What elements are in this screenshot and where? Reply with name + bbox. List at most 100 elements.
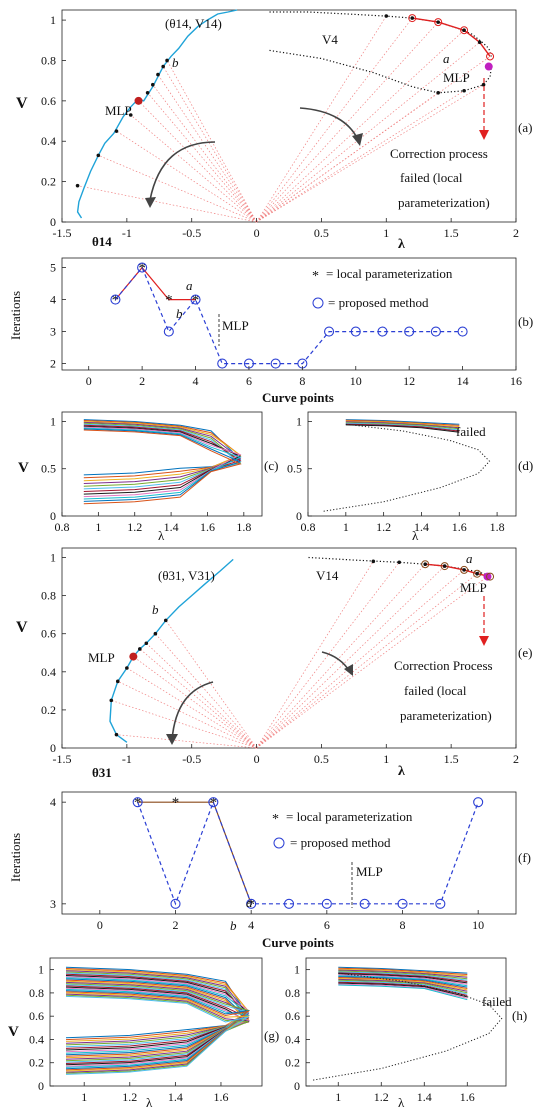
panel-e-correction-arrowhead xyxy=(479,636,489,646)
local-param-point xyxy=(440,562,449,571)
panel-a-mlp-left: MLP xyxy=(105,103,132,118)
ray-line xyxy=(157,74,257,223)
x-tick-label: 1 xyxy=(383,752,389,766)
panel-e-label: (e) xyxy=(518,645,532,660)
pv-curve-failed xyxy=(345,422,460,431)
iteration-star: * xyxy=(247,897,255,913)
pv-curve xyxy=(65,981,250,1060)
y-tick-label: 1 xyxy=(294,963,300,977)
panel-e-ticks: -1.5 -1 -0.5 0 0.5 1 1.5 2 0 0.2 0.4 0.6 0.8 1 xyxy=(41,551,519,766)
pv-curve xyxy=(65,991,251,1071)
ray-line xyxy=(116,734,257,749)
panel-g-frame xyxy=(49,957,263,1087)
curve-point xyxy=(462,88,466,93)
panel-f-xlabel: Curve points xyxy=(262,935,334,950)
iteration-point xyxy=(132,797,143,808)
y-tick-label: 0.6 xyxy=(41,94,56,108)
ray-line xyxy=(256,573,478,749)
iteration-point xyxy=(359,898,370,909)
panel-a-v4-label: V4 xyxy=(322,32,338,47)
panel-g-label: (g) xyxy=(264,1028,279,1043)
panel-e-ylabel: V xyxy=(16,619,28,636)
panel-d: 0.8 1 1.2 1.4 1.6 1.8 0 0.5 1 λ (d) failed xyxy=(287,411,533,543)
x-tick-label: 8 xyxy=(299,374,305,388)
panel-e-frame xyxy=(61,547,517,749)
pv-curve xyxy=(83,429,242,505)
panel-e-failed-line3: parameterization) xyxy=(400,708,492,723)
y-tick-label: 5 xyxy=(50,261,56,275)
curve-point xyxy=(477,40,482,45)
y-tick-label: 1 xyxy=(50,551,56,565)
y-tick-label: 0.8 xyxy=(41,53,56,67)
x-tick-label: 1.4 xyxy=(164,520,179,534)
iteration-point xyxy=(163,326,174,337)
pv-curve xyxy=(83,426,242,498)
iteration-point xyxy=(377,326,388,337)
panel-a-failed-line1: Correction process xyxy=(390,146,488,161)
curve-point xyxy=(138,647,142,651)
panel-d-xlabel: λ xyxy=(412,528,419,543)
panel-c-ylabel: V xyxy=(18,460,29,476)
mlp-marker-right xyxy=(483,572,492,581)
curve-point xyxy=(462,28,466,32)
iteration-point xyxy=(208,797,219,808)
y-tick-label: 0.4 xyxy=(41,665,56,679)
curve-point xyxy=(115,679,120,684)
x-tick-label: -1.5 xyxy=(53,226,72,240)
ray-line xyxy=(133,656,257,749)
panel-b-plot: * * * * xyxy=(110,261,468,369)
iteration-point xyxy=(110,294,121,305)
x-tick-label: 6 xyxy=(324,918,330,932)
x-tick-label: 1.6 xyxy=(200,520,215,534)
iteration-point xyxy=(430,326,441,337)
ray-line xyxy=(138,100,257,223)
x-tick-label: 1 xyxy=(95,520,101,534)
panel-b-mlp-label: MLP xyxy=(222,318,249,333)
ray-line xyxy=(256,90,465,223)
x-tick-label: 0.5 xyxy=(314,752,329,766)
pv-curve-failed xyxy=(338,974,468,985)
iteration-line xyxy=(114,266,463,365)
local-param-point xyxy=(421,560,430,569)
curve-point xyxy=(423,562,428,566)
y-tick-label: 0 xyxy=(50,741,56,755)
panel-g-plot xyxy=(65,966,251,1075)
panel-h: 1 1.2 1.4 1.6 0 0.2 0.4 0.6 0.8 1 λ (h) failed xyxy=(285,957,527,1109)
panel-e-curves xyxy=(109,556,495,743)
x-tick-label: 0 xyxy=(86,374,92,388)
ray-line xyxy=(116,130,257,223)
panel-d-label: (d) xyxy=(518,458,533,473)
pv-curve-failed xyxy=(338,969,468,978)
y-tick-label: 0.2 xyxy=(41,175,56,189)
iteration-line xyxy=(114,266,196,301)
panel-e-mlp-left: MLP xyxy=(88,650,115,665)
ray-line xyxy=(152,84,257,223)
y-tick-label: 1 xyxy=(50,414,56,428)
curve-point xyxy=(410,16,415,20)
pv-curve-failed xyxy=(345,422,460,430)
local-param-point xyxy=(434,18,443,27)
ray-line xyxy=(256,21,439,223)
pv-curve-failed xyxy=(338,980,468,995)
iteration-point xyxy=(473,797,484,808)
panel-f-legend-proposed: = proposed method xyxy=(290,835,391,850)
curve-point xyxy=(153,631,158,636)
iteration-point xyxy=(397,898,408,909)
panel-a-label: (a) xyxy=(518,120,532,135)
panel-f-frame xyxy=(61,791,517,915)
panel-f-ticks: 0 2 4 6 8 10 3 4 xyxy=(50,795,484,932)
reference-curve xyxy=(323,423,491,512)
curve-point xyxy=(442,564,447,568)
panel-a-curves xyxy=(75,9,495,219)
panel-e-arrowhead-right xyxy=(344,664,353,676)
panel-f-b-label: b xyxy=(230,918,237,933)
series-line xyxy=(76,9,238,219)
pv-curve-failed xyxy=(338,968,468,977)
x-tick-label: 0 xyxy=(254,752,260,766)
x-tick-label: 1.8 xyxy=(236,520,251,534)
ray-line xyxy=(256,84,484,223)
pv-curve-failed xyxy=(338,966,468,974)
x-tick-label: 1 xyxy=(383,226,389,240)
y-tick-label: 0.6 xyxy=(41,627,56,641)
